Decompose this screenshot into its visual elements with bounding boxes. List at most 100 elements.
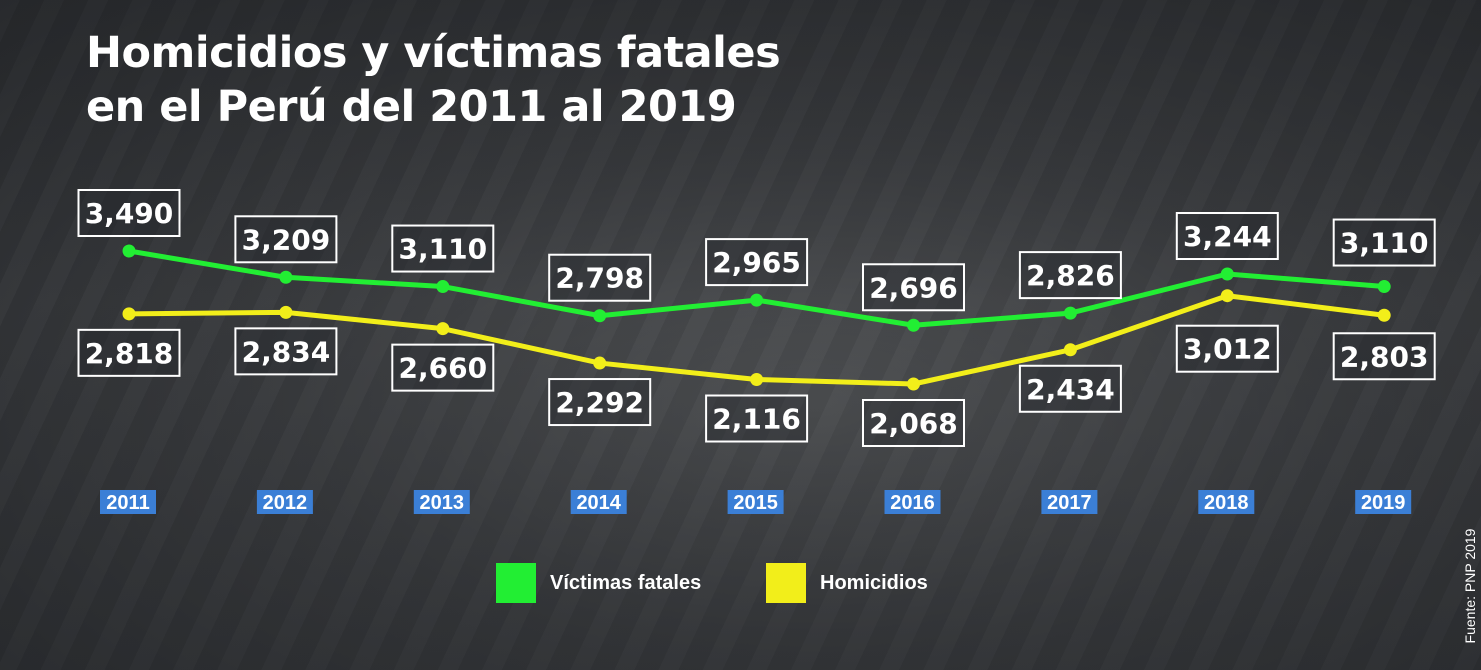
victimas-data-label: 2,798 [548,253,652,302]
victimas-data-label: 3,244 [1175,212,1279,261]
data-label-text: 2,818 [85,337,174,370]
data-point [436,280,450,294]
homicidios-data-label: 2,834 [234,327,338,376]
x-tick-label: 2013 [413,490,470,514]
data-point [1377,308,1391,322]
data-point [436,322,450,336]
x-tick-label: 2019 [1355,490,1412,514]
legend-label-victimas: Víctimas fatales [550,571,702,594]
data-point [750,293,764,307]
legend-swatch-homicidios [766,563,806,603]
victimas-data-label: 3,110 [391,224,495,273]
x-tick-label: 2012 [256,490,313,514]
data-point [907,318,920,332]
data-label-text: 3,209 [242,223,331,256]
data-label-box [234,215,338,264]
data-point [279,305,293,319]
legend-label-homicidios: Homicidios [820,571,928,594]
x-tick-label: 2015 [727,490,784,514]
data-label-text: 2,798 [555,262,644,295]
data-point [1063,343,1077,357]
data-point [122,244,136,258]
chart-title: Homicidios y víctimas fatales en el Perú… [86,26,781,134]
x-tick-text: 2014 [576,492,621,514]
data-label-box [77,328,181,377]
title-line-2: en el Perú del 2011 al 2019 [86,82,737,132]
data-point [1220,267,1234,281]
data-label-text: 2,660 [399,352,488,385]
x-tick-text: 2019 [1361,492,1406,514]
data-point [1063,306,1077,320]
data-label-text: 2,116 [712,403,801,436]
data-label-box [234,327,338,376]
homicidios-data-label: 2,068 [862,399,965,447]
x-tick-label: 2011 [100,490,156,514]
data-label-text: 3,490 [85,197,174,230]
x-tick-label: 2014 [570,490,627,514]
victimas-data-label: 2,826 [1018,251,1122,300]
legend-item-homicidios: Homicidios [766,563,928,603]
data-label-box [1018,251,1122,300]
victimas-data-label: 3,209 [234,215,338,264]
x-tick-label: 2017 [1041,490,1098,514]
x-tick-text: 2015 [733,492,778,514]
data-point [122,307,136,321]
homicidios-data-label: 2,660 [391,343,495,392]
x-tick-label: 2018 [1198,490,1255,514]
victimas-data-label: 2,696 [862,263,965,312]
data-label-box [862,263,965,312]
data-label-box [548,253,652,302]
data-label-text: 2,434 [1026,373,1115,406]
x-tick-background [413,490,470,514]
x-tick-background [1198,490,1255,514]
data-label-text: 2,965 [712,246,801,279]
data-label-box [705,394,809,443]
data-label-text: 3,110 [1340,227,1429,260]
data-label-box [1332,332,1436,381]
x-tick-background [727,490,784,514]
data-label-box [705,238,809,287]
x-tick-text: 2013 [420,492,465,514]
data-label-box [1018,364,1122,413]
data-label-box [391,343,495,392]
data-label-box [77,189,181,237]
data-label-text: 2,292 [555,386,644,419]
data-label-text: 3,110 [399,233,488,266]
legend-item-victimas: Víctimas fatales [496,563,701,603]
homicidios-data-label: 2,818 [77,328,181,377]
victimas-data-label: 3,110 [1332,218,1436,267]
x-tick-text: 2016 [890,492,935,514]
data-label-box [1175,324,1279,373]
homicidios-data-label: 2,292 [548,378,652,427]
legend-swatch-victimas [496,563,536,603]
x-tick-text: 2012 [263,492,308,514]
data-label-text: 2,826 [1026,259,1115,292]
data-point [593,309,607,323]
x-tick-text: 2017 [1047,492,1092,514]
data-label-text: 3,012 [1183,333,1272,366]
x-tick-background [256,490,313,514]
x-tick-text: 2018 [1204,492,1249,514]
victimas-data-label: 2,965 [705,238,809,287]
data-point [907,377,920,391]
data-point [750,373,764,387]
data-label-box [1332,218,1436,267]
x-tick-background [1355,490,1412,514]
x-tick-label: 2016 [884,490,941,514]
data-point [593,356,607,370]
data-point [1220,289,1234,303]
x-tick-background [884,490,941,514]
x-tick-background [100,490,156,514]
x-tick-background [570,490,627,514]
data-point [279,270,293,284]
data-label-text: 2,834 [242,335,331,368]
data-label-text: 2,803 [1340,340,1429,373]
data-label-box [548,378,652,427]
homicidios-data-label: 2,116 [705,394,809,443]
data-label-box [391,224,495,273]
data-label-box [862,399,965,447]
homicidios-data-label: 3,012 [1175,324,1279,373]
source-note: Fuente: PNP 2019 [1462,528,1478,644]
